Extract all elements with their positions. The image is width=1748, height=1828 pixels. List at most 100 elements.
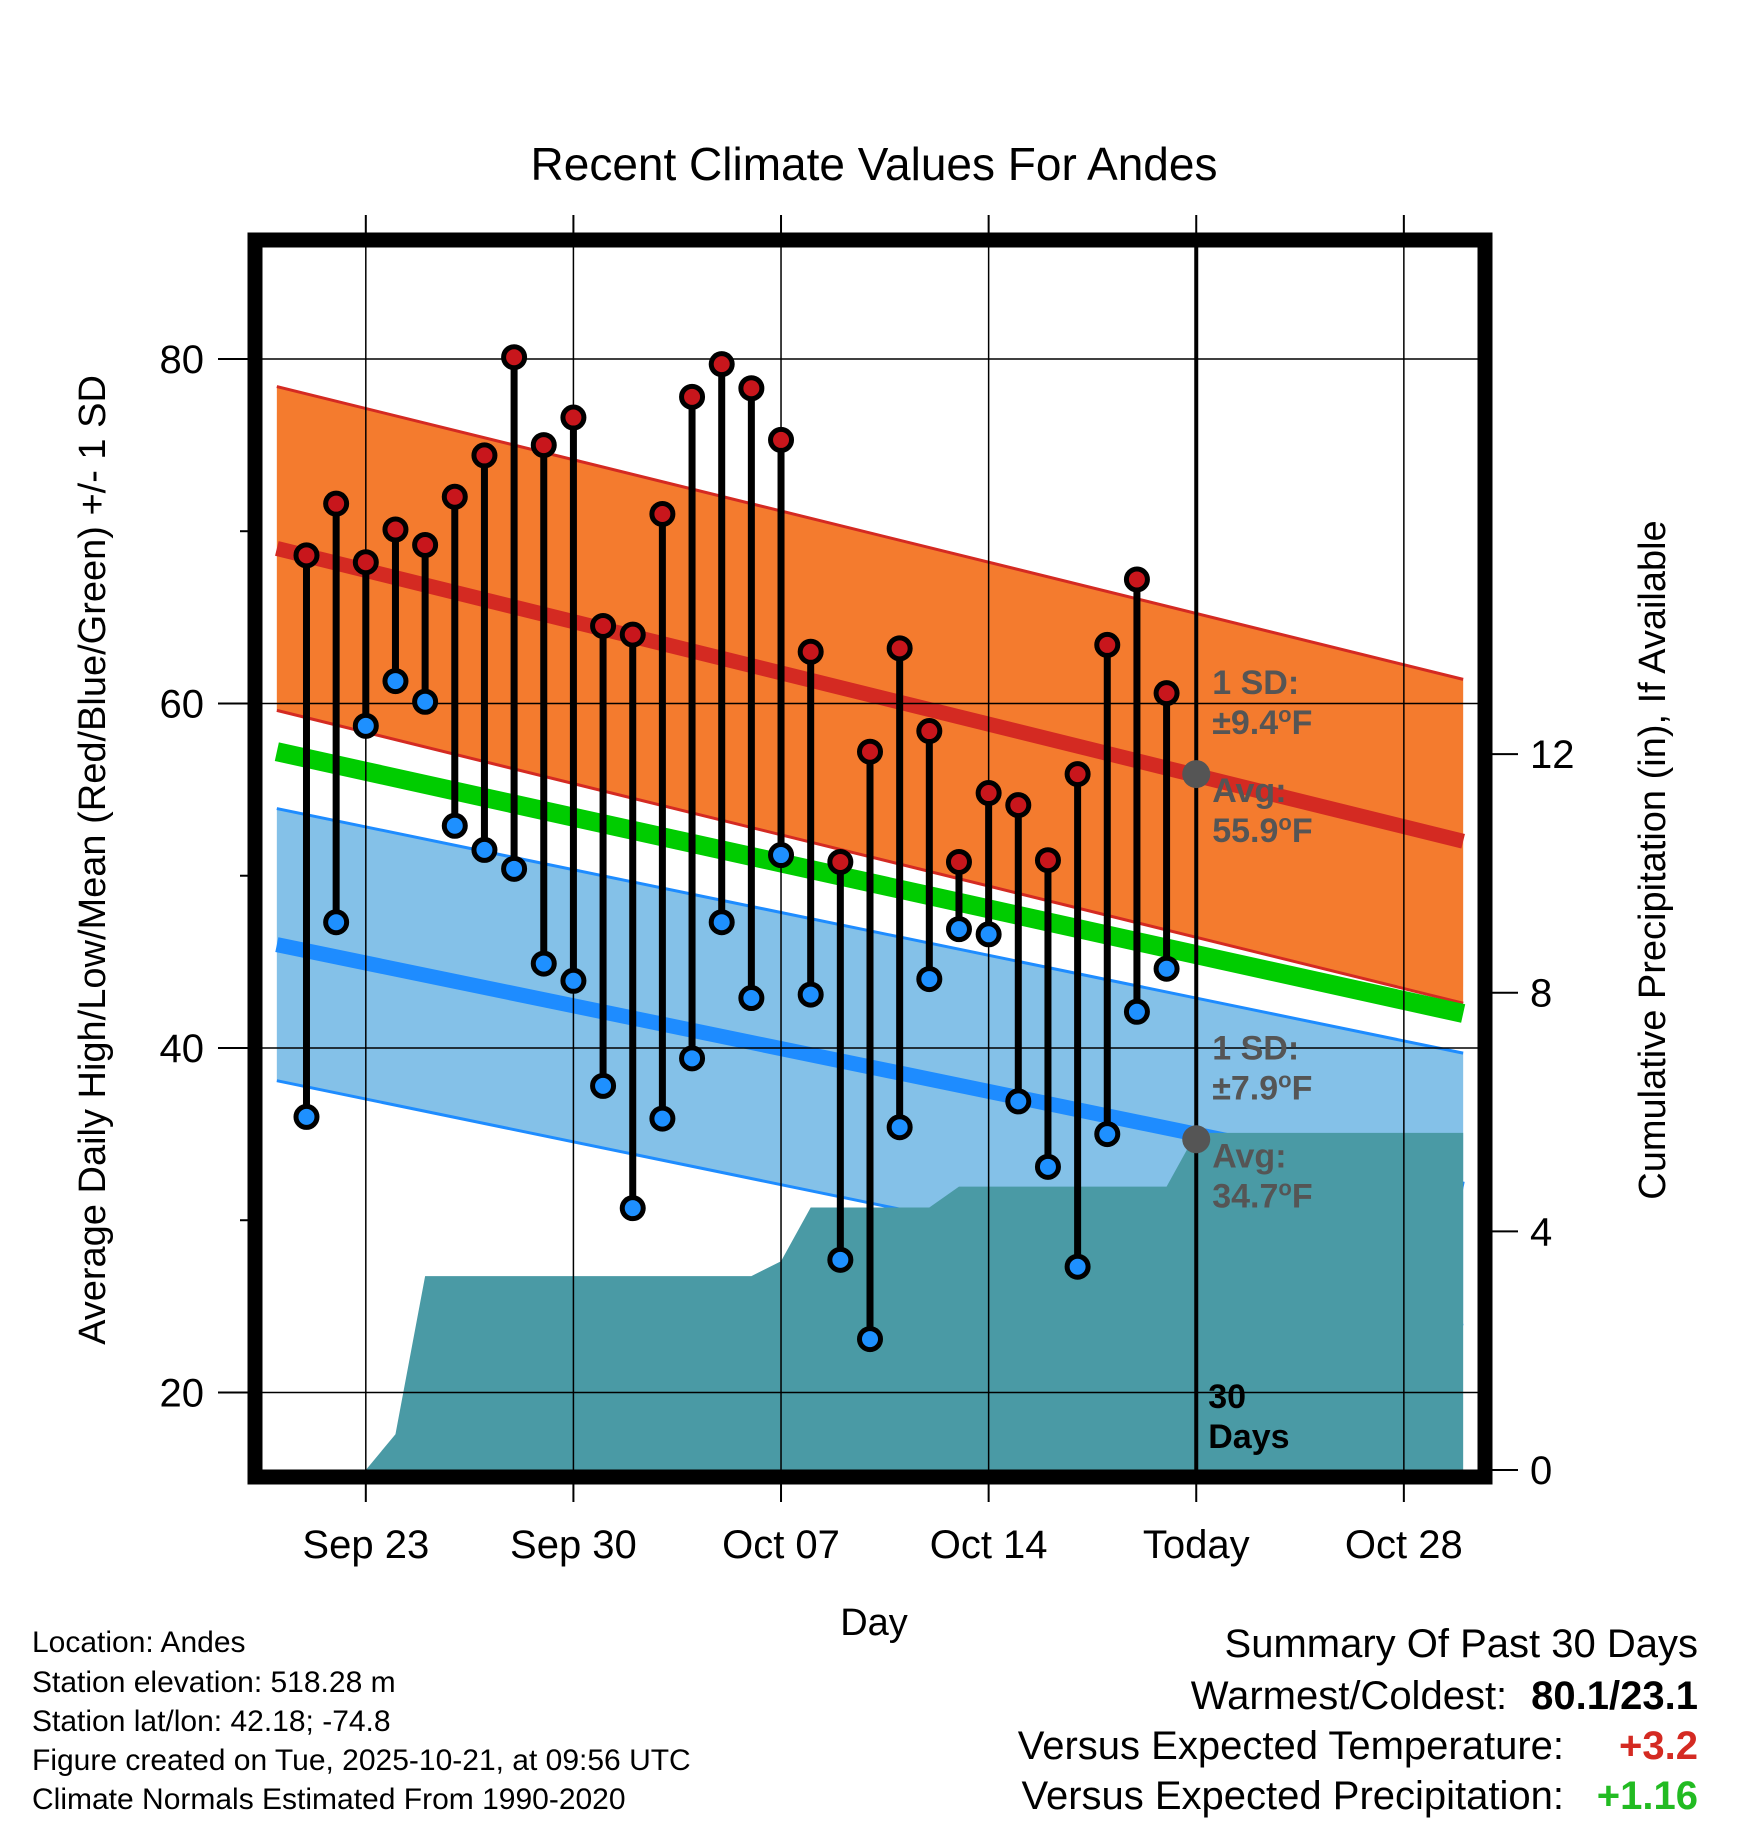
daily-high-point	[975, 780, 1002, 807]
y-axis-title: Average Daily High/Low/Mean (Red/Blue/Gr…	[72, 375, 114, 1345]
daily-low-point	[323, 909, 350, 936]
y-tick-label: 20	[160, 1371, 205, 1415]
low-sd-value: ±7.9oF	[1212, 1067, 1312, 1107]
daily-low-point	[1005, 1088, 1032, 1115]
daily-low-point	[797, 981, 824, 1008]
y-tick-label: 60	[160, 682, 205, 726]
daily-high-point	[945, 848, 972, 875]
daily-low-point	[886, 1114, 913, 1141]
x-tick-label: Sep 23	[302, 1523, 429, 1567]
summary-value-warmest: 80.1/23.1	[1531, 1674, 1698, 1718]
low-today-avg-marker	[1182, 1125, 1211, 1154]
daily-high-point	[412, 531, 439, 558]
summary-row: Versus Expected Precipitation: +1.16	[1021, 1774, 1698, 1819]
x-tick-label: Sep 30	[510, 1523, 637, 1567]
daily-low-point	[827, 1246, 854, 1273]
y2-tick-label: 12	[1530, 733, 1575, 777]
summary-label-warmest: Warmest/Coldest:	[1190, 1674, 1508, 1718]
daily-high-point	[530, 432, 557, 459]
daily-low-point	[352, 712, 379, 739]
daily-low-point	[708, 909, 735, 936]
daily-low-point	[1034, 1153, 1061, 1180]
daily-low-point	[1123, 998, 1150, 1025]
summary-label-temp: Versus Expected Temperature:	[1017, 1724, 1564, 1768]
today-days-count: 30	[1208, 1378, 1246, 1416]
high-sd-label: 1 SD:	[1212, 664, 1299, 702]
x-tick-label: Today	[1143, 1523, 1250, 1567]
meta-normals: Climate Normals Estimated From 1990-2020	[32, 1783, 626, 1816]
summary-row: Versus Expected Temperature: +3.2	[1018, 1724, 1698, 1769]
y-tick-label: 40	[160, 1027, 205, 1071]
x-tick-label: Oct 07	[722, 1523, 840, 1567]
meta-created: Figure created on Tue, 2025-10-21, at 09…	[32, 1744, 691, 1777]
daily-high-point	[1094, 631, 1121, 658]
daily-low-point	[293, 1103, 320, 1130]
daily-high-point	[797, 638, 824, 665]
high-sd-band-upper-edge	[276, 385, 1464, 681]
daily-high-point	[293, 542, 320, 569]
daily-high-point	[649, 500, 676, 527]
daily-low-point	[1153, 955, 1180, 982]
daily-low-point	[382, 668, 409, 695]
daily-low-point	[590, 1072, 617, 1099]
summary-value-precip: +1.16	[1596, 1774, 1698, 1818]
daily-high-point	[501, 344, 528, 371]
meta-location: Location: Andes	[32, 1626, 246, 1659]
daily-high-point	[441, 483, 468, 510]
daily-low-point	[441, 812, 468, 839]
y2-tick-label: 8	[1530, 972, 1552, 1016]
daily-high-point	[590, 612, 617, 639]
daily-low-point	[471, 836, 498, 863]
daily-low-point	[619, 1195, 646, 1222]
daily-high-point	[471, 442, 498, 469]
daily-high-point	[857, 738, 883, 765]
low-avg-label: Avg:	[1212, 1137, 1286, 1175]
daily-high-point	[619, 621, 646, 648]
daily-low-point	[1064, 1253, 1091, 1280]
summary-label-precip: Versus Expected Precipitation:	[1021, 1774, 1564, 1818]
x-axis-title: Day	[840, 1602, 908, 1644]
high-sd-value: ±9.4oF	[1212, 702, 1312, 742]
daily-high-point	[1034, 847, 1061, 874]
high-today-avg-marker	[1182, 760, 1211, 789]
daily-low-point	[412, 688, 439, 715]
today-days-label: Days	[1208, 1418, 1289, 1456]
daily-high-point	[1123, 566, 1150, 593]
daily-low-point	[768, 842, 795, 869]
daily-low-point	[679, 1045, 706, 1072]
daily-high-point	[382, 516, 409, 543]
daily-low-point	[530, 950, 557, 977]
daily-high-point	[1005, 792, 1032, 819]
daily-high-point	[738, 375, 765, 402]
daily-low-point	[649, 1105, 676, 1132]
x-tick-label: Oct 14	[930, 1523, 1048, 1567]
plot-frame	[247, 232, 1493, 1485]
high-avg-line	[275, 541, 1465, 849]
daily-low-point	[945, 916, 972, 943]
daily-low-point	[560, 967, 587, 994]
daily-low-point	[975, 921, 1002, 948]
summary-row: Warmest/Coldest: 80.1/23.1	[1191, 1674, 1698, 1719]
daily-high-point	[916, 718, 943, 745]
daily-low-point	[738, 985, 765, 1012]
daily-high-point	[768, 426, 795, 453]
low-avg-value: 34.7oF	[1212, 1175, 1312, 1215]
high-avg-value: 55.9oF	[1212, 810, 1312, 850]
meta-elevation: Station elevation: 518.28 m	[32, 1666, 396, 1699]
y-tick-label: 80	[160, 338, 205, 382]
y2-tick-label: 0	[1530, 1449, 1552, 1493]
chart-title: Recent Climate Values For Andes	[531, 138, 1218, 190]
summary-title: Summary Of Past 30 Days	[1224, 1622, 1698, 1666]
high-avg-label: Avg:	[1212, 772, 1286, 810]
precip-area	[365, 1132, 1464, 1470]
meta-latlon: Station lat/lon: 42.18; -74.8	[32, 1705, 391, 1738]
daily-low-point	[1094, 1121, 1121, 1148]
daily-high-point	[352, 549, 379, 576]
daily-high-point	[560, 404, 587, 431]
x-tick-label: Oct 28	[1345, 1523, 1463, 1567]
low-sd-label: 1 SD:	[1212, 1029, 1299, 1067]
daily-high-point	[1153, 680, 1180, 707]
summary-value-temp: +3.2	[1619, 1724, 1698, 1768]
daily-high-point	[886, 635, 913, 662]
